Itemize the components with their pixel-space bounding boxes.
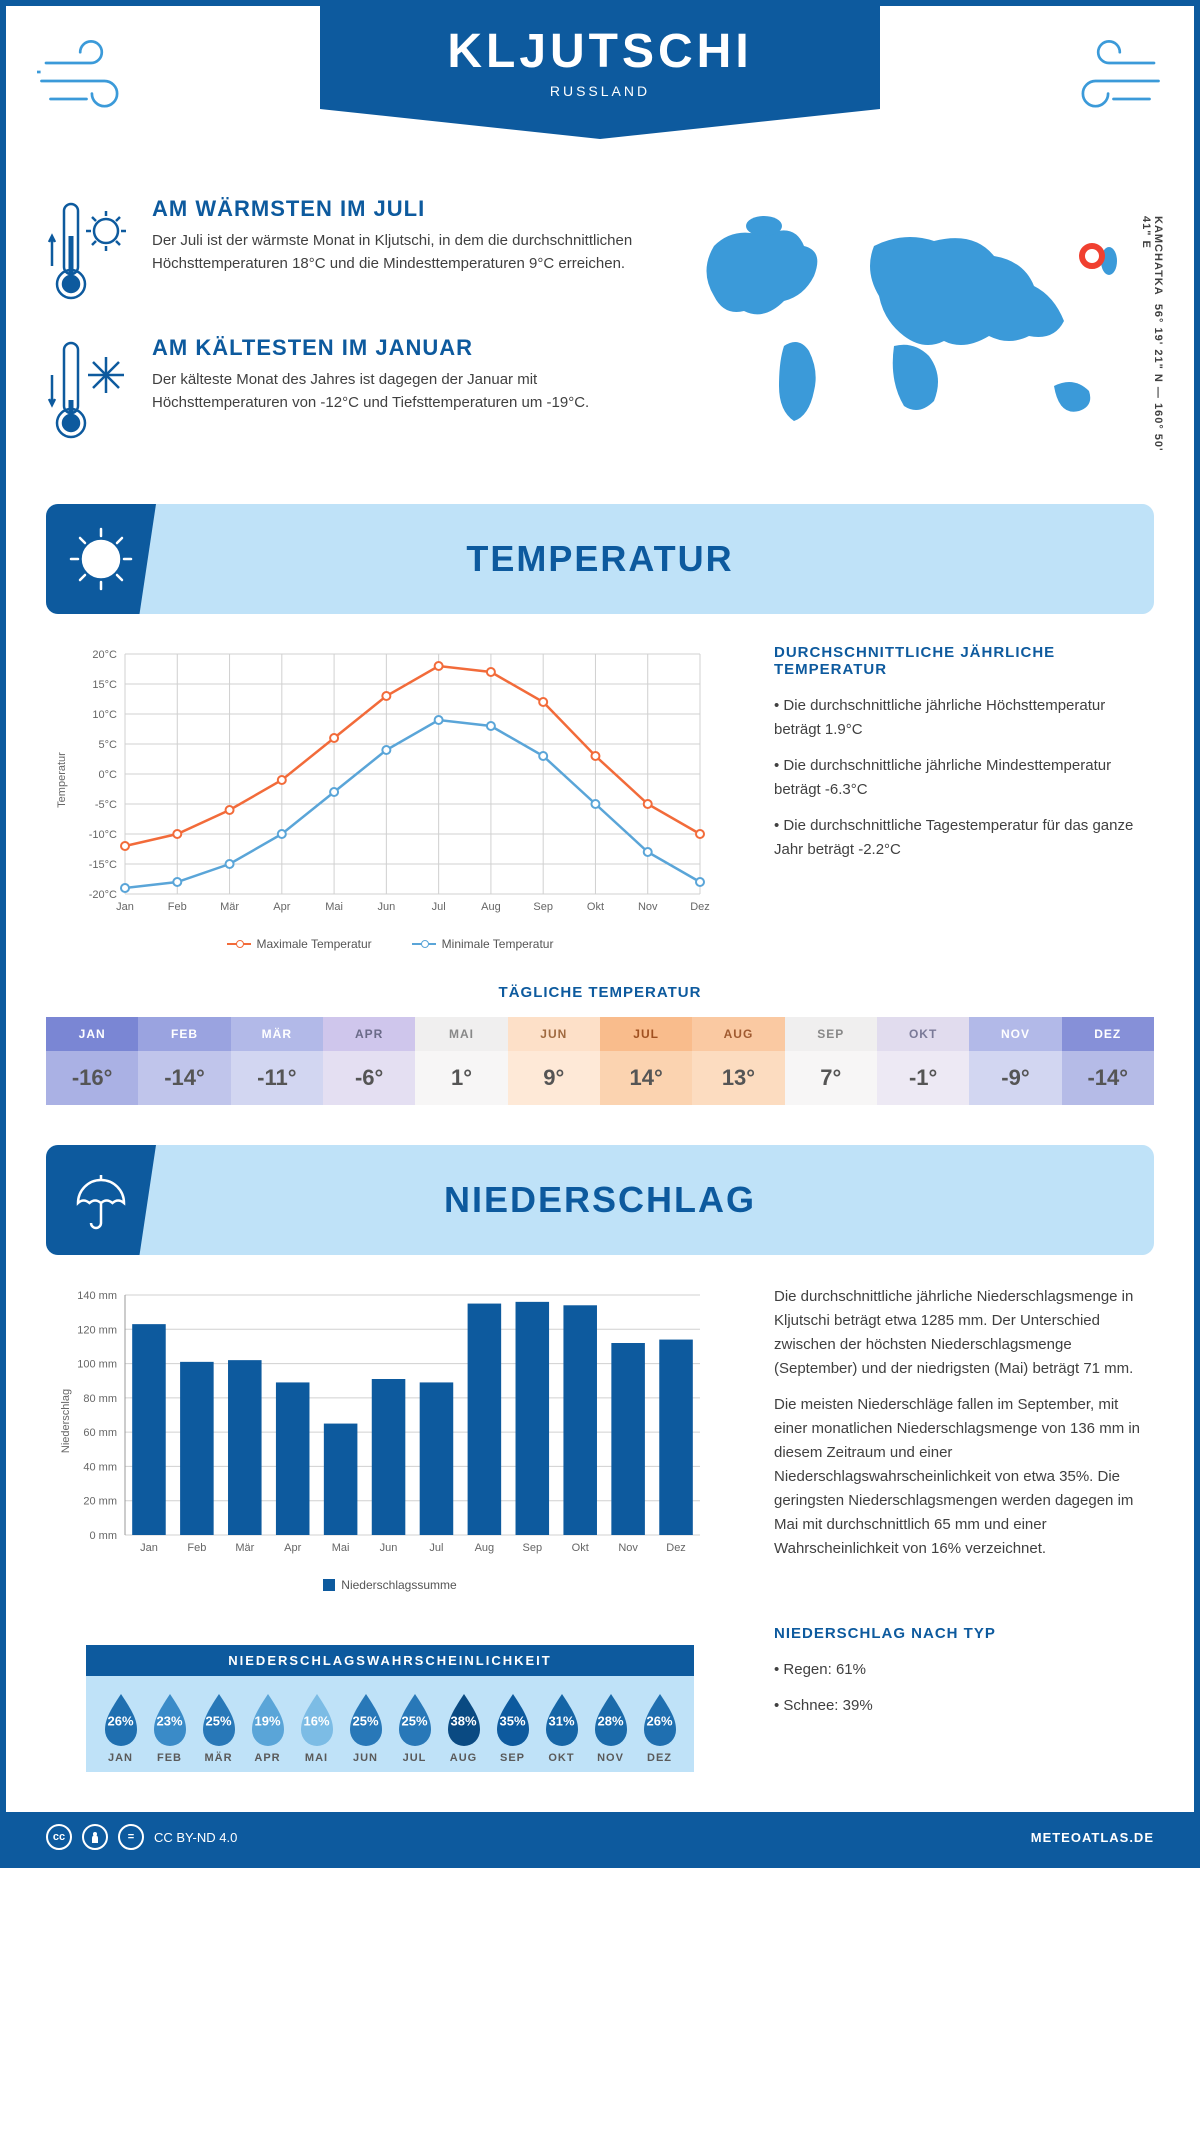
- probability-drop: 31%OKT: [537, 1690, 586, 1764]
- coldest-block: AM KÄLTESTEN IM JANUAR Der kälteste Mona…: [46, 335, 644, 450]
- daily-temp-title: TÄGLICHE TEMPERATUR: [46, 984, 1154, 1001]
- wind-icon-left: [36, 36, 146, 131]
- coldest-title: AM KÄLTESTEN IM JANUAR: [152, 335, 644, 361]
- svg-text:Jun: Jun: [377, 901, 395, 913]
- coldest-text: Der kälteste Monat des Jahres ist dagege…: [152, 369, 644, 414]
- by-icon: [82, 1824, 108, 1850]
- svg-text:Feb: Feb: [187, 1542, 206, 1554]
- svg-text:Nov: Nov: [618, 1542, 638, 1554]
- probability-drop: 25%MÄR: [194, 1690, 243, 1764]
- svg-text:Apr: Apr: [284, 1542, 301, 1554]
- svg-text:120 mm: 120 mm: [77, 1324, 117, 1336]
- svg-text:Feb: Feb: [168, 901, 187, 913]
- svg-text:-5°C: -5°C: [95, 799, 117, 811]
- svg-text:Apr: Apr: [273, 901, 290, 913]
- temp-cell: APR-6°: [323, 1017, 415, 1105]
- temperature-title: TEMPERATUR: [466, 538, 733, 580]
- temp-cell: JUN9°: [508, 1017, 600, 1105]
- svg-text:-10°C: -10°C: [89, 829, 117, 841]
- temp-cell: MAI1°: [415, 1017, 507, 1105]
- warmest-text: Der Juli ist der wärmste Monat in Kljuts…: [152, 230, 644, 275]
- temp-side-title: DURCHSCHNITTLICHE JÄHRLICHE TEMPERATUR: [774, 644, 1154, 678]
- coordinates: KAMCHATKA 56° 19' 21" N — 160° 50' 41" E: [1140, 216, 1164, 474]
- svg-text:Jul: Jul: [429, 1542, 443, 1554]
- svg-text:Jun: Jun: [380, 1542, 398, 1554]
- svg-text:Okt: Okt: [572, 1542, 589, 1554]
- svg-text:Jan: Jan: [140, 1542, 158, 1554]
- svg-text:-15°C: -15°C: [89, 859, 117, 871]
- svg-text:0 mm: 0 mm: [90, 1530, 118, 1542]
- warmest-block: AM WÄRMSTEN IM JULI Der Juli ist der wär…: [46, 196, 644, 311]
- precipitation-title: NIEDERSCHLAG: [444, 1179, 756, 1221]
- svg-text:20 mm: 20 mm: [83, 1496, 117, 1508]
- umbrella-icon: [46, 1145, 156, 1255]
- temperature-section-header: TEMPERATUR: [46, 504, 1154, 614]
- svg-text:60 mm: 60 mm: [83, 1427, 117, 1439]
- temp-cell: SEP7°: [785, 1017, 877, 1105]
- temp-cell: JAN-16°: [46, 1017, 138, 1105]
- probability-drop: 16%MAI: [292, 1690, 341, 1764]
- svg-text:Sep: Sep: [523, 1542, 543, 1554]
- svg-text:Jan: Jan: [116, 901, 134, 913]
- temp-cell: JUL14°: [600, 1017, 692, 1105]
- temp-cell: FEB-14°: [138, 1017, 230, 1105]
- svg-text:Dez: Dez: [690, 901, 710, 913]
- temp-cell: DEZ-14°: [1062, 1017, 1154, 1105]
- svg-text:80 mm: 80 mm: [83, 1393, 117, 1405]
- svg-text:40 mm: 40 mm: [83, 1461, 117, 1473]
- temp-cell: MÄR-11°: [231, 1017, 323, 1105]
- cc-icon: cc: [46, 1824, 72, 1850]
- thermometer-hot-icon: [46, 196, 136, 311]
- page-subtitle: RUSSLAND: [320, 83, 880, 99]
- sun-icon: [46, 504, 156, 614]
- svg-text:-20°C: -20°C: [89, 889, 117, 901]
- svg-text:Okt: Okt: [587, 901, 604, 913]
- svg-text:Sep: Sep: [533, 901, 553, 913]
- svg-text:0°C: 0°C: [99, 769, 118, 781]
- probability-drop: 26%DEZ: [635, 1690, 684, 1764]
- header: KLJUTSCHI RUSSLAND: [6, 6, 1194, 196]
- wind-icon-right: [1054, 36, 1164, 131]
- world-map: [674, 196, 1154, 456]
- svg-text:10°C: 10°C: [92, 709, 117, 721]
- probability-drop: 23%FEB: [145, 1690, 194, 1764]
- warmest-title: AM WÄRMSTEN IM JULI: [152, 196, 644, 222]
- page-title: KLJUTSCHI: [320, 24, 880, 79]
- svg-text:Mai: Mai: [332, 1542, 350, 1554]
- temp-cell: NOV-9°: [969, 1017, 1061, 1105]
- probability-drop: 19%APR: [243, 1690, 292, 1764]
- svg-text:Mai: Mai: [325, 901, 343, 913]
- svg-text:Aug: Aug: [475, 1542, 495, 1554]
- svg-text:20°C: 20°C: [92, 649, 117, 661]
- probability-drop: 26%JAN: [96, 1690, 145, 1764]
- precipitation-section-header: NIEDERSCHLAG: [46, 1145, 1154, 1255]
- probability-drop: 38%AUG: [439, 1690, 488, 1764]
- thermometer-cold-icon: [46, 335, 136, 450]
- footer: cc = CC BY-ND 4.0 METEOATLAS.DE: [6, 1812, 1194, 1862]
- svg-text:100 mm: 100 mm: [77, 1359, 117, 1371]
- probability-drop: 25%JUN: [341, 1690, 390, 1764]
- svg-text:Dez: Dez: [666, 1542, 686, 1554]
- svg-text:5°C: 5°C: [99, 739, 118, 751]
- svg-text:Aug: Aug: [481, 901, 501, 913]
- svg-text:15°C: 15°C: [92, 679, 117, 691]
- precipitation-bar-chart: Niederschlag 0 mm20 mm40 mm60 mm80 mm100…: [46, 1285, 734, 1605]
- probability-drop: 35%SEP: [488, 1690, 537, 1764]
- temperature-line-chart: Temperatur -20°C-15°C-10°C-5°C0°C5°C10°C…: [46, 644, 734, 964]
- nd-icon: =: [118, 1824, 144, 1850]
- svg-text:Nov: Nov: [638, 901, 658, 913]
- svg-text:140 mm: 140 mm: [77, 1290, 117, 1302]
- svg-text:Mär: Mär: [235, 1542, 254, 1554]
- svg-text:Jul: Jul: [432, 901, 446, 913]
- title-banner: KLJUTSCHI RUSSLAND: [320, 6, 880, 139]
- footer-site: METEOATLAS.DE: [1031, 1830, 1154, 1845]
- probability-drop: 25%JUL: [390, 1690, 439, 1764]
- precipitation-probability: NIEDERSCHLAGSWAHRSCHEINLICHKEIT 26%JAN23…: [86, 1645, 694, 1782]
- temp-cell: OKT-1°: [877, 1017, 969, 1105]
- daily-temp-table: JAN-16°FEB-14°MÄR-11°APR-6°MAI1°JUN9°JUL…: [46, 1017, 1154, 1105]
- probability-drop: 28%NOV: [586, 1690, 635, 1764]
- svg-text:Mär: Mär: [220, 901, 239, 913]
- temp-cell: AUG13°: [692, 1017, 784, 1105]
